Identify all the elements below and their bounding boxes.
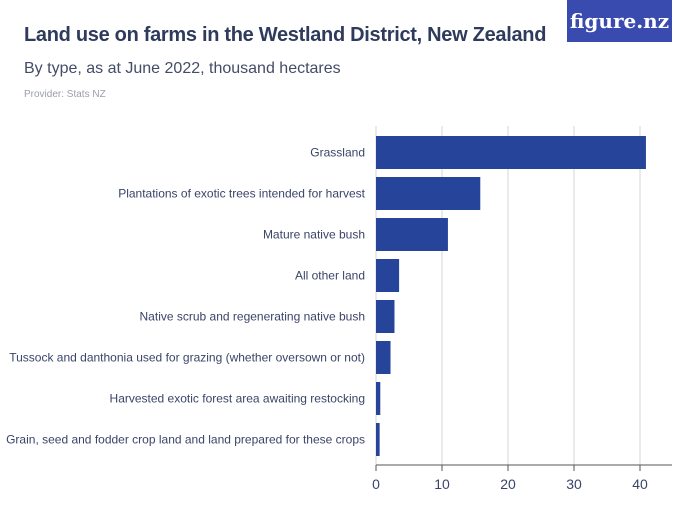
x-tick-label: 20 [500, 476, 516, 492]
category-label: Native scrub and regenerating native bus… [140, 310, 365, 324]
bar [376, 259, 400, 292]
provider-label: Provider: Stats NZ [24, 89, 106, 100]
bar [376, 423, 380, 456]
bar [376, 382, 381, 415]
x-tick-label: 30 [566, 476, 582, 492]
category-label: Tussock and danthonia used for grazing (… [9, 351, 365, 365]
category-label: Harvested exotic forest area awaiting re… [110, 392, 365, 406]
chart-title: Land use on farms in the Westland Distri… [24, 24, 547, 46]
x-tick-label: 40 [632, 476, 648, 492]
category-label: Grassland [310, 146, 365, 160]
figure-nz-logo[interactable]: figure.nz [567, 0, 672, 42]
chart-subtitle: By type, as at June 2022, thousand hecta… [24, 60, 341, 77]
bar [376, 341, 391, 374]
category-label: Mature native bush [263, 228, 365, 242]
category-label: Plantations of exotic trees intended for… [118, 187, 365, 201]
bar [376, 218, 448, 251]
bar [376, 136, 646, 169]
category-label: Grain, seed and fodder crop land and lan… [6, 433, 365, 447]
x-tick-label: 10 [434, 476, 450, 492]
bar [376, 300, 395, 333]
x-tick-label: 0 [372, 476, 380, 492]
category-label: All other land [295, 269, 365, 283]
bar [376, 177, 481, 210]
